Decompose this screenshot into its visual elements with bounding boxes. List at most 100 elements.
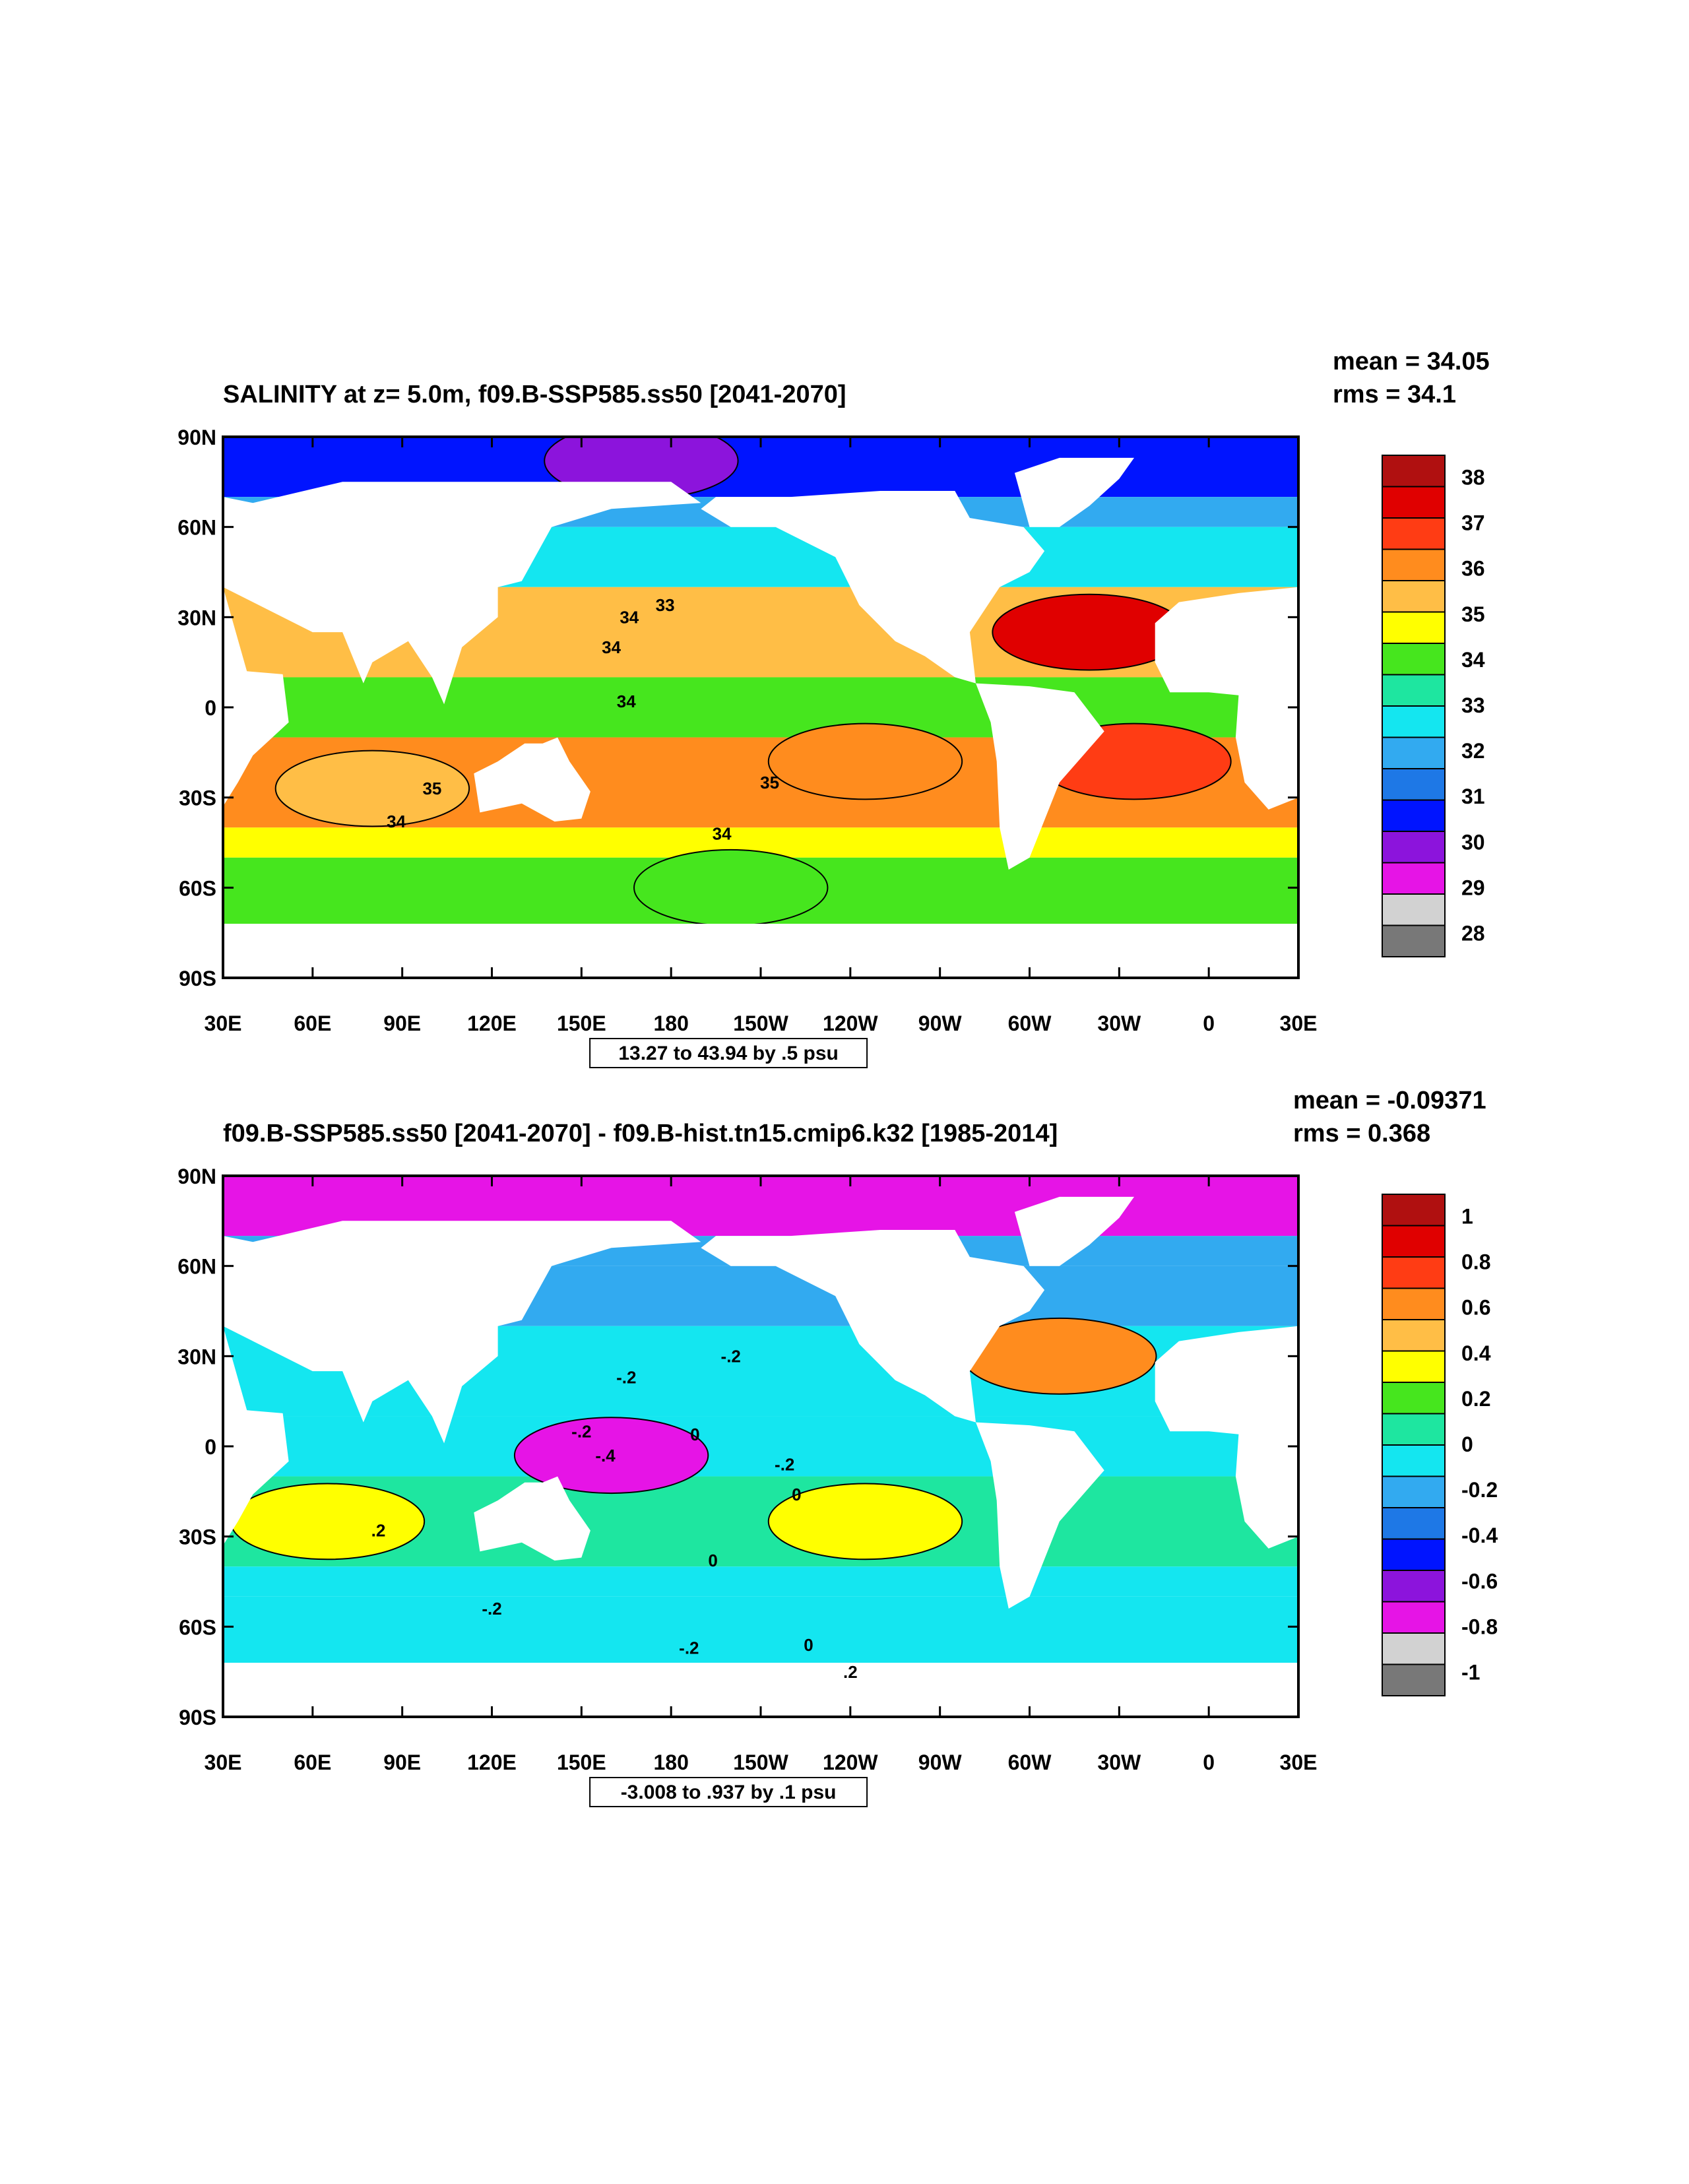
legend-label: -0.6 <box>1461 1569 1498 1593</box>
chart-title: f09.B-SSP585.ss50 [2041-2070] - f09.B-hi… <box>223 1120 1058 1147</box>
land-mask <box>474 737 590 822</box>
region-southern-ocean <box>633 849 829 926</box>
x-tick-label: 120E <box>467 1012 517 1035</box>
land-mask <box>223 924 1298 978</box>
mean-stat: mean = -0.09371 <box>1293 1087 1486 1114</box>
legend-swatch <box>1382 1444 1446 1477</box>
legend-swatch <box>1382 924 1446 957</box>
legend-label: 31 <box>1461 785 1485 808</box>
contour-label: 34 <box>602 637 621 657</box>
salinity-panel: SALINITY at z= 5.0m, f09.B-SSP585.ss50 [… <box>0 337 1689 1095</box>
land-mask <box>223 1221 701 1444</box>
contour-label: -.2 <box>571 1421 591 1441</box>
y-tick-label: 30S <box>179 787 216 810</box>
region-indian-ocean-south <box>274 750 470 827</box>
legend-label: 30 <box>1461 830 1485 854</box>
contour-label: -.2 <box>482 1599 501 1619</box>
legend-swatch <box>1382 799 1446 832</box>
x-tick-label: 150W <box>733 1750 788 1774</box>
land-mask <box>1155 1326 1298 1549</box>
land-mask <box>1014 1196 1134 1266</box>
chart-title: SALINITY at z= 5.0m, f09.B-SSP585.ss50 [… <box>223 381 846 408</box>
contour-label: 0 <box>804 1635 813 1655</box>
x-tick-label: 90E <box>383 1750 421 1774</box>
x-tick-label: 150W <box>733 1012 788 1035</box>
legend-swatch <box>1382 1663 1446 1696</box>
y-tick-label: 90N <box>177 1165 216 1188</box>
land-mask <box>474 1476 590 1561</box>
legend-label: 28 <box>1461 921 1485 945</box>
x-tick-label: 0 <box>1203 1750 1215 1774</box>
region-indian-ocean-south <box>230 1483 426 1560</box>
x-tick-label: 30E <box>205 1750 242 1774</box>
legend-label: 0.6 <box>1461 1296 1490 1320</box>
legend-swatch <box>1382 1475 1446 1508</box>
range-note: -3.008 to .937 by .1 psu <box>621 1782 837 1803</box>
y-tick-label: 90S <box>179 967 216 990</box>
land-mask <box>223 1663 1298 1717</box>
x-tick-label: 60E <box>294 1012 331 1035</box>
legend-swatch <box>1382 831 1446 864</box>
x-tick-label: 180 <box>653 1012 688 1035</box>
legend-label: 29 <box>1461 876 1485 899</box>
legend-swatch <box>1382 486 1446 519</box>
contour-label: -.2 <box>616 1367 636 1387</box>
land-mask <box>1014 457 1134 527</box>
legend-swatch <box>1382 1225 1446 1258</box>
contour-label: 35 <box>760 773 779 792</box>
x-tick-label: 30W <box>1097 1012 1141 1035</box>
y-tick-label: 60N <box>177 516 216 540</box>
ocean-band <box>223 1596 1298 1663</box>
legend-label: 38 <box>1461 466 1485 490</box>
y-tick-label: 30N <box>177 1345 216 1368</box>
y-tick-label: 0 <box>205 696 216 720</box>
y-tick-label: 0 <box>205 1435 216 1459</box>
x-tick-label: 120W <box>823 1750 878 1774</box>
legend-swatch <box>1382 1382 1446 1415</box>
contour-label: 0 <box>690 1425 699 1444</box>
y-tick-label: 30S <box>179 1526 216 1549</box>
y-tick-label: 90N <box>177 426 216 449</box>
x-tick-label: 30E <box>205 1012 242 1035</box>
difference-chart: f09.B-SSP585.ss50 [2041-2070] - f09.B-hi… <box>177 1087 1498 1807</box>
contour-label: .2 <box>371 1521 386 1541</box>
x-tick-label: 0 <box>1203 1012 1215 1035</box>
legend-label: 37 <box>1461 511 1485 535</box>
x-tick-label: 30E <box>1280 1750 1318 1774</box>
legend-swatch <box>1382 705 1446 738</box>
contour-label: 34 <box>620 607 639 627</box>
region-south-pacific-max <box>767 723 963 800</box>
legend-label: 1 <box>1461 1205 1473 1229</box>
legend-label: -0.2 <box>1461 1478 1498 1502</box>
legend-swatch <box>1382 517 1446 550</box>
legend-label: 32 <box>1461 739 1485 763</box>
contour-label: 33 <box>656 595 675 615</box>
y-tick-label: 30N <box>177 606 216 629</box>
x-tick-label: 30E <box>1280 1012 1318 1035</box>
x-tick-label: 150E <box>557 1750 606 1774</box>
legend-label: 0 <box>1461 1432 1473 1456</box>
contour-label: 34 <box>387 812 406 831</box>
x-tick-label: 60W <box>1008 1750 1052 1774</box>
legend-swatch <box>1382 1538 1446 1571</box>
legend-swatch <box>1382 1287 1446 1320</box>
legend-swatch <box>1382 1319 1446 1352</box>
y-tick-label: 60S <box>179 1615 216 1639</box>
contour-label: 35 <box>422 779 441 798</box>
legend-label: 0.2 <box>1461 1387 1490 1411</box>
legend-swatch <box>1382 1194 1446 1227</box>
land-mask <box>1155 587 1298 810</box>
contour-label: 0 <box>792 1485 801 1504</box>
land-mask <box>976 683 1104 870</box>
y-tick-label: 60N <box>177 1255 216 1279</box>
legend-swatch <box>1382 1632 1446 1665</box>
ocean-band <box>223 1566 1298 1597</box>
data-field: 34 33 34 34 35 35 34 34 <box>223 437 1298 978</box>
legend-swatch <box>1382 643 1446 676</box>
x-tick-label: 90W <box>918 1012 963 1035</box>
legend-swatch <box>1382 862 1446 895</box>
legend-swatch <box>1382 1507 1446 1540</box>
legend-swatch <box>1382 1570 1446 1603</box>
x-tick-label: 60E <box>294 1750 331 1774</box>
x-tick-label: 120E <box>467 1750 517 1774</box>
